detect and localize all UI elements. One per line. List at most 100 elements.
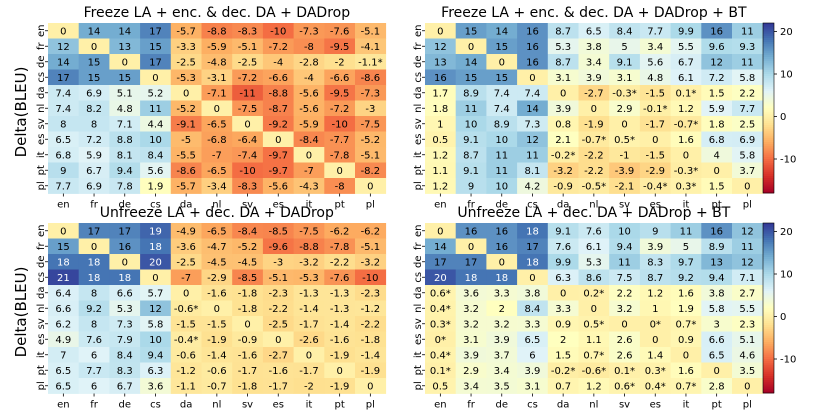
colorbar-segment [763, 33, 774, 37]
cell-label: -1.6 [238, 350, 258, 361]
colorbar-segment [763, 384, 774, 388]
x-tick-label: fr [467, 400, 476, 411]
cell-label: -7.8 [330, 242, 350, 253]
heatmap-cell [639, 223, 671, 239]
cell-label: 0 [683, 350, 689, 361]
heatmap-cell [232, 23, 264, 39]
heatmap-cell [547, 285, 579, 301]
colorbar-segment [763, 108, 774, 111]
heatmap-cell [670, 178, 702, 194]
cell-label: 10 [495, 181, 508, 192]
heatmap-cell [140, 116, 172, 132]
x-tick-label: sv [619, 400, 630, 411]
cell-label: -5.5 [176, 150, 196, 161]
heatmap-cell [639, 162, 671, 179]
cell-label: -7.3 [299, 26, 319, 37]
heatmap-cell [170, 147, 202, 163]
heatmap-cell [140, 362, 172, 379]
cell-label: 14 [495, 26, 508, 37]
y-tick-label: sv [413, 318, 424, 329]
cell-label: -1.3 [299, 288, 319, 299]
cell-label: -2.5 [176, 57, 196, 68]
cell-label: 9.1 [617, 57, 633, 68]
cell-label: 0 [91, 42, 97, 53]
colorbars: 20 10 0 -10 20 10 0 -10 [762, 22, 796, 394]
cell-label: 11 [149, 104, 162, 115]
cell-label: 2.8 [709, 381, 725, 392]
cell-label: -9.2 [268, 119, 288, 130]
cell-label: 15 [88, 73, 101, 84]
cell-label: 7.4 [494, 88, 510, 99]
heatmap-cell [140, 223, 172, 239]
cell-label: -7.5 [361, 119, 381, 130]
colorbar-segment [763, 50, 774, 54]
cell-label: 17 [118, 226, 131, 237]
heatmap-cell [732, 223, 764, 239]
cell-label: -2.6 [299, 335, 319, 346]
colorbar-segment [763, 335, 774, 339]
heatmap-cell [232, 378, 264, 394]
cell-label: 5.6 [647, 57, 663, 68]
cell-label: -9.1 [176, 119, 196, 130]
colorbar-segment [763, 276, 774, 279]
heatmap-cell [170, 223, 202, 239]
y-tick-label: cs [413, 272, 424, 283]
cell-label: -1.2 [176, 366, 196, 377]
cell-label: -2.5 [238, 57, 258, 68]
colorbar-segment [763, 354, 774, 358]
heatmap-cell [425, 116, 457, 132]
x-tick-label: de [119, 400, 132, 411]
cell-label: -5.1 [361, 150, 381, 161]
colorbar-segment [763, 325, 774, 328]
colorbar-tick-label: 0 [780, 112, 786, 123]
heatmap-cell [140, 54, 172, 70]
cell-label: 8.4 [617, 26, 633, 37]
heatmap-cell [48, 131, 80, 148]
cell-label: 0 [244, 319, 250, 330]
cell-label: -8.4 [238, 226, 258, 237]
heatmap-cell [232, 147, 264, 163]
heatmap-cell [455, 347, 487, 363]
heatmap-cell [425, 100, 457, 117]
heatmap-cell [517, 147, 549, 163]
cell-label: 1.1 [586, 335, 602, 346]
colorbar-segment [763, 356, 774, 360]
heatmap-panel-4: Unfreeze LA + dec. DA + DADrop + BT0 16 16… [413, 205, 764, 411]
heatmap-cell [109, 347, 141, 363]
heatmap-cell [262, 285, 294, 301]
heatmap-cell [425, 69, 457, 86]
heatmap-cell [78, 85, 110, 101]
heatmap-cell [732, 316, 764, 332]
cell-label: -0.6* [174, 304, 199, 315]
heatmap-cell [455, 178, 487, 194]
heatmap-cell [517, 285, 549, 301]
cell-label: -5.2 [176, 104, 196, 115]
heatmap-cell [201, 38, 233, 55]
heatmap-cell [262, 378, 294, 394]
cell-label: 14 [57, 57, 70, 68]
colorbar-segment [763, 127, 774, 130]
cell-label: 7.6 [86, 335, 102, 346]
heatmap-cell [578, 162, 610, 179]
cell-label: -2.3 [361, 288, 381, 299]
heatmap-cell [486, 362, 518, 379]
colorbar-segment [763, 261, 774, 264]
heatmap-cell [140, 331, 172, 348]
cell-label: -4.9 [176, 226, 196, 237]
cell-label: 3.9 [494, 335, 510, 346]
heatmap-cell [486, 331, 518, 348]
heatmap-cell [262, 131, 294, 148]
heatmap-cell [517, 85, 549, 101]
cell-label: -8 [304, 42, 314, 53]
heatmap-cell [170, 85, 202, 101]
x-tick-label: en [57, 400, 70, 411]
heatmap-cell [425, 331, 457, 348]
heatmap-cell [670, 269, 702, 286]
cell-label: 19 [149, 226, 162, 237]
colorbar-segment [763, 182, 774, 185]
heatmap-cell [48, 162, 80, 179]
cell-label: -2.8 [299, 57, 319, 68]
y-tick-label: pl [413, 181, 424, 190]
heatmap-cell [170, 116, 202, 132]
x-tick-label: es [273, 200, 284, 211]
